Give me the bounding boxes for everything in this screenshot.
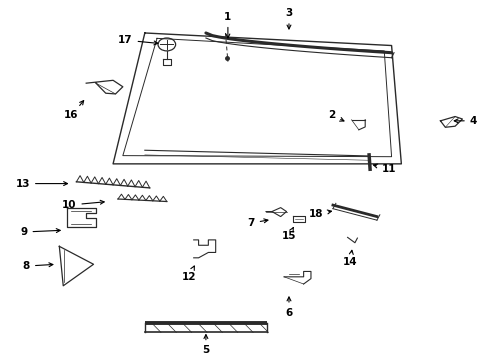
Text: 3: 3 xyxy=(285,8,293,29)
Text: 1: 1 xyxy=(224,12,231,38)
Text: 6: 6 xyxy=(285,297,293,318)
Text: 14: 14 xyxy=(343,250,357,267)
Text: 7: 7 xyxy=(247,218,268,228)
Text: 10: 10 xyxy=(62,200,104,210)
Text: 4: 4 xyxy=(454,116,477,126)
Text: 8: 8 xyxy=(23,261,53,271)
Text: 18: 18 xyxy=(309,209,331,219)
Text: 15: 15 xyxy=(282,228,296,240)
Text: 9: 9 xyxy=(21,227,60,237)
Text: 17: 17 xyxy=(118,35,158,45)
Text: 13: 13 xyxy=(16,179,68,189)
Text: 5: 5 xyxy=(202,335,210,355)
Text: 11: 11 xyxy=(373,164,396,174)
Text: 2: 2 xyxy=(328,111,344,121)
Text: 12: 12 xyxy=(182,266,196,282)
Text: 16: 16 xyxy=(64,101,84,121)
